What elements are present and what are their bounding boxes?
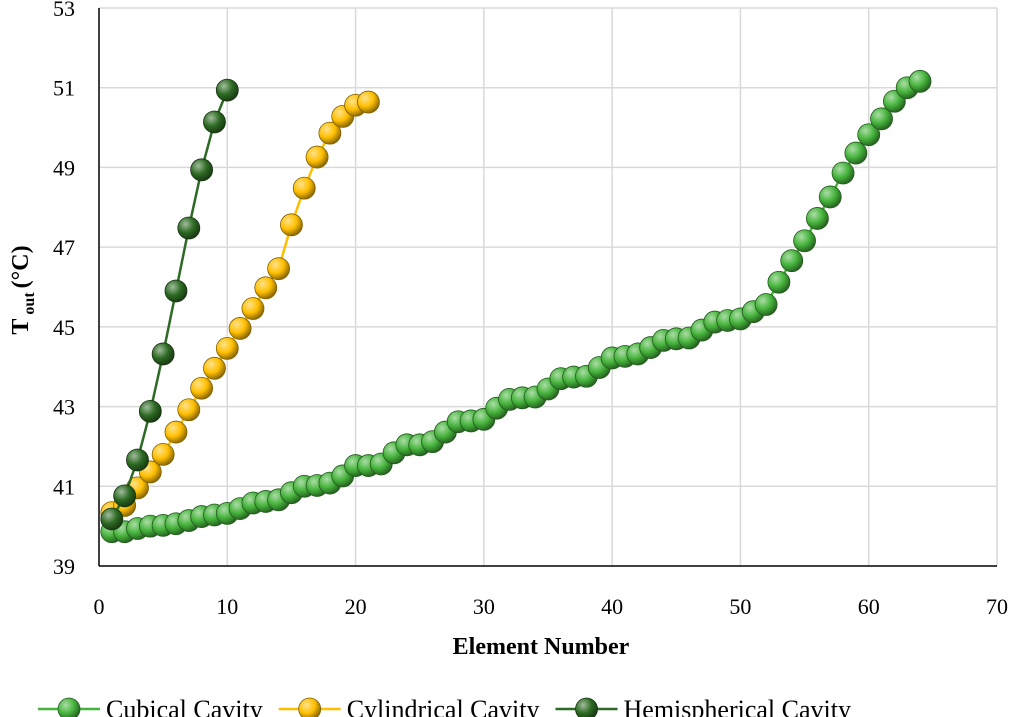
data-point [215,78,239,102]
y-axis-title-sub: out [21,292,38,315]
data-point [267,257,291,281]
x-tick-label: 20 [345,594,367,619]
legend-label: Hemispherical Cavity [624,695,851,717]
series-line [110,89,229,520]
legend-marker [57,697,81,717]
data-point [138,399,162,423]
series-hemispherical-cavity [100,78,239,531]
data-point [857,123,881,147]
series-cubical-cavity [100,69,932,544]
data-point [100,507,124,531]
data-point [113,484,137,508]
data-point [767,270,791,294]
x-tick-label: 0 [94,594,105,619]
data-point [228,317,252,340]
data-point [831,161,855,185]
x-tick-label: 40 [601,594,623,619]
axes [98,8,997,567]
data-point [164,420,188,444]
data-point [280,213,303,237]
y-axis-title-unit: (°C) [8,245,34,288]
data-point [818,185,842,209]
data-point [151,442,175,466]
legend-item: Cubical Cavity [38,695,263,717]
data-point [203,356,226,380]
legend-item: Cylindrical Cavity [278,695,540,717]
y-tick-labels: 39 41 43 45 47 49 51 53 [53,0,75,579]
legend-marker [298,697,322,717]
data-point [870,107,893,131]
data-point [356,90,380,114]
y-tick-label: 51 [53,76,75,101]
data-point [164,279,188,303]
y-axis-title: Tout (°C) [8,245,38,334]
data-point [754,293,778,316]
data-point [203,110,226,134]
series-line [111,100,369,514]
y-tick-label: 47 [53,235,75,260]
y-tick-label: 53 [53,0,75,21]
data-point [254,276,278,300]
legend-label: Cylindrical Cavity [347,695,540,717]
x-tick-label: 30 [473,594,495,619]
grid [99,7,998,566]
data-point [190,376,214,400]
data-point [292,176,316,200]
x-axis-title: Element Number [453,634,630,660]
y-tick-label: 43 [53,395,75,420]
y-tick-label: 45 [53,315,75,340]
y-axis-title-main: T [8,319,34,335]
data-point [177,216,201,240]
data-point [908,69,932,93]
x-tick-label: 60 [858,594,880,619]
series-line [111,80,921,533]
data-point [844,141,868,165]
data-point [190,158,214,182]
data-point [806,207,829,230]
x-tick-label: 70 [986,594,1008,619]
data-point [318,121,342,145]
data-point [793,229,816,253]
data-point [215,336,239,360]
legend-marker [575,697,598,717]
series-group [100,69,932,544]
data-point [780,249,804,273]
legend: Cubical Cavity Cylindrical Cavity Hemisphe… [38,695,851,717]
x-tick-label: 10 [216,594,238,619]
x-tick-labels: 0 10 20 30 40 50 60 70 [94,594,1009,619]
data-point [305,145,329,169]
data-point [241,297,265,320]
x-tick-label: 50 [729,594,751,619]
y-tick-label: 41 [53,474,75,499]
y-tick-label: 39 [53,554,75,579]
legend-label: Cubical Cavity [106,695,263,717]
data-point [151,342,175,366]
data-point [126,448,149,472]
legend-item: Hemispherical Cavity [555,695,851,717]
data-point [177,398,201,422]
y-tick-label: 49 [53,155,75,180]
